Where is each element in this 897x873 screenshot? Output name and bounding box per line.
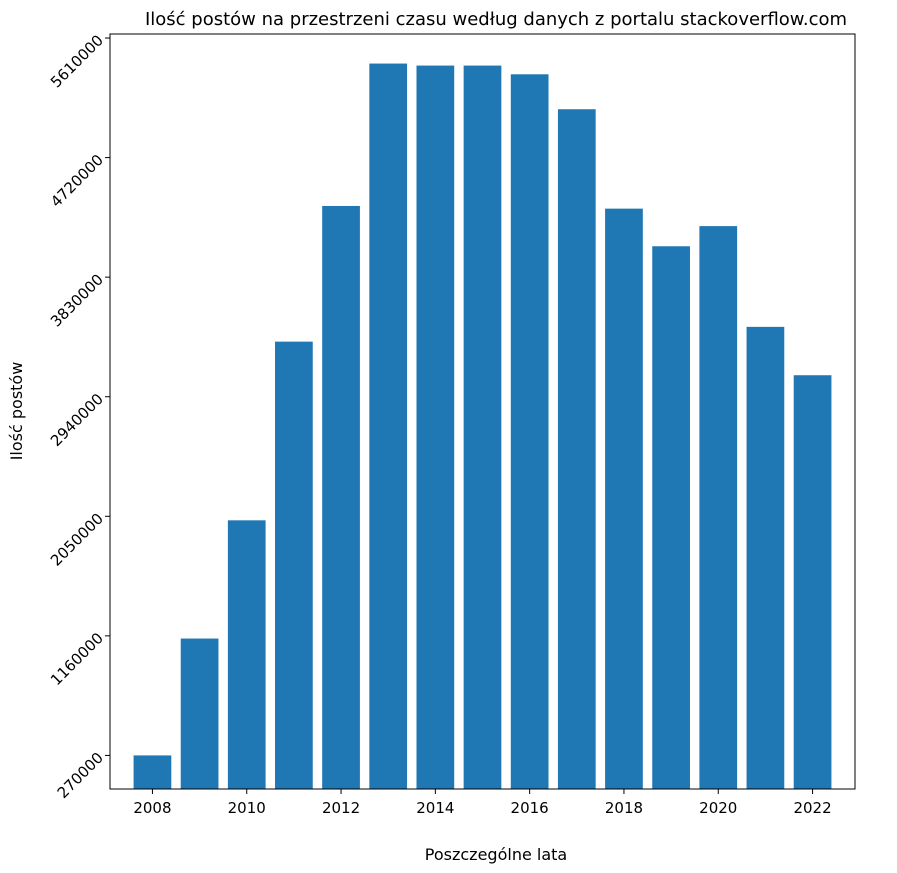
plot-frame: [109, 33, 856, 790]
bar-2011: [275, 341, 313, 789]
y-tick-label: 4720000: [47, 151, 107, 211]
bar-2017: [557, 109, 596, 790]
bar-2010: [227, 520, 266, 789]
y-tick-label: 5610000: [47, 31, 107, 91]
bar-2016: [510, 74, 549, 790]
x-axis: 2008 2010 2012 2014 2016 2018 2020 2022: [133, 789, 832, 817]
x-tick-label: 2016: [511, 799, 549, 817]
x-tick-label: 2010: [228, 799, 266, 817]
y-axis: 270000 1160000 2050000 2940000 3830000 472000…: [47, 31, 110, 802]
bar-2008: [133, 755, 172, 789]
x-tick-label: 2014: [416, 799, 454, 817]
x-tick-label: 2008: [133, 799, 171, 817]
bar-2009: [180, 638, 219, 789]
bar-2015: [463, 65, 502, 789]
x-tick-label: 2018: [605, 799, 643, 817]
y-tick-label: 270000: [54, 749, 107, 802]
y-tick-label: 2050000: [47, 510, 107, 570]
x-axis-label: Poszczególne lata: [425, 845, 567, 864]
y-tick-label: 2940000: [47, 390, 107, 450]
x-tick-label: 2020: [699, 799, 737, 817]
bar-2018: [605, 208, 643, 789]
y-axis-label: Ilość postów: [7, 362, 26, 461]
bar-2021: [746, 326, 785, 789]
bars-group: [133, 63, 832, 790]
bar-2013: [369, 63, 408, 790]
y-tick-label: 3830000: [47, 270, 107, 330]
bar-2012: [322, 205, 360, 789]
y-tick-label: 1160000: [47, 629, 107, 689]
bar-2022: [793, 375, 832, 789]
chart-title: Ilość postów na przestrzeni czasu według…: [145, 9, 847, 30]
bar-2020: [699, 226, 738, 790]
x-tick-label: 2012: [322, 799, 360, 817]
bar-2014: [416, 65, 455, 789]
x-tick-label: 2022: [793, 799, 831, 817]
bar-2019: [652, 246, 690, 789]
